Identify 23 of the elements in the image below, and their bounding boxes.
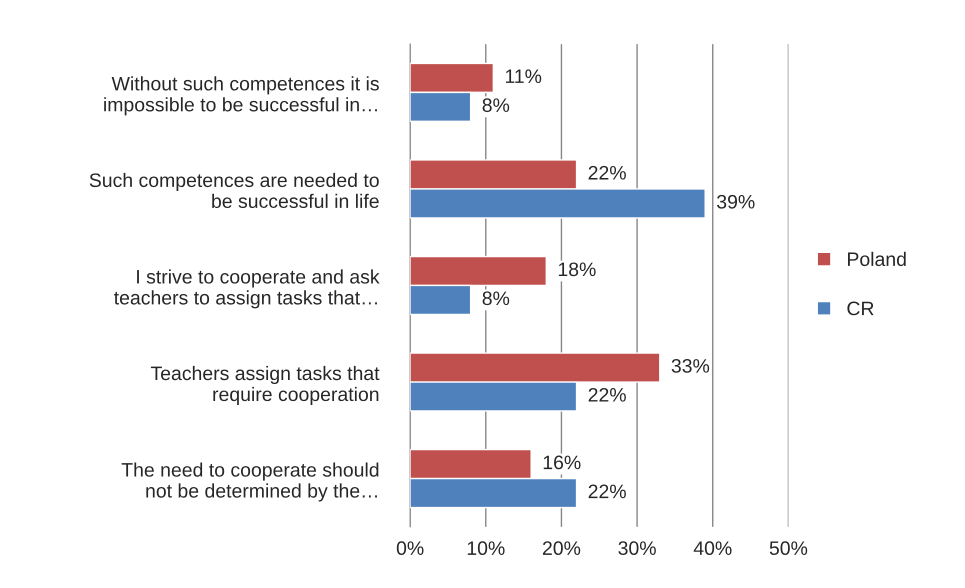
data-label: 22% xyxy=(588,484,626,498)
data-label: 8% xyxy=(482,98,510,112)
data-label: 22% xyxy=(588,166,626,180)
y-tick-label: Teachers assign tasks that require cooperation xyxy=(150,366,380,405)
x-tick-label: 50% xyxy=(770,541,808,556)
x-tick-label: 40% xyxy=(694,541,732,556)
legend-label: CR xyxy=(847,302,874,316)
y-tick-label: I strive to cooperate and ask teachers to assign tasks that… xyxy=(114,269,380,308)
x-tick-label: 10% xyxy=(468,541,505,556)
y-tick-label: The need to cooperate should not be determined by the… xyxy=(122,462,378,502)
data-label: 11% xyxy=(506,69,542,84)
data-label: 22% xyxy=(588,388,626,402)
data-label: 8% xyxy=(482,291,510,306)
data-label: 18% xyxy=(558,262,596,276)
x-tick-label: 30% xyxy=(618,541,656,556)
y-tick-label: Such competences are needed to be successful in life xyxy=(90,172,379,208)
data-label: 39% xyxy=(717,194,755,209)
y-tick-label: Without such competences it is impossible to be successful in… xyxy=(104,76,379,116)
x-tick-label: 20% xyxy=(542,541,580,556)
legend-label: Poland xyxy=(848,252,906,266)
data-label: 16% xyxy=(544,456,581,470)
data-label: 33% xyxy=(672,358,710,373)
x-tick-label: 0% xyxy=(396,541,424,556)
